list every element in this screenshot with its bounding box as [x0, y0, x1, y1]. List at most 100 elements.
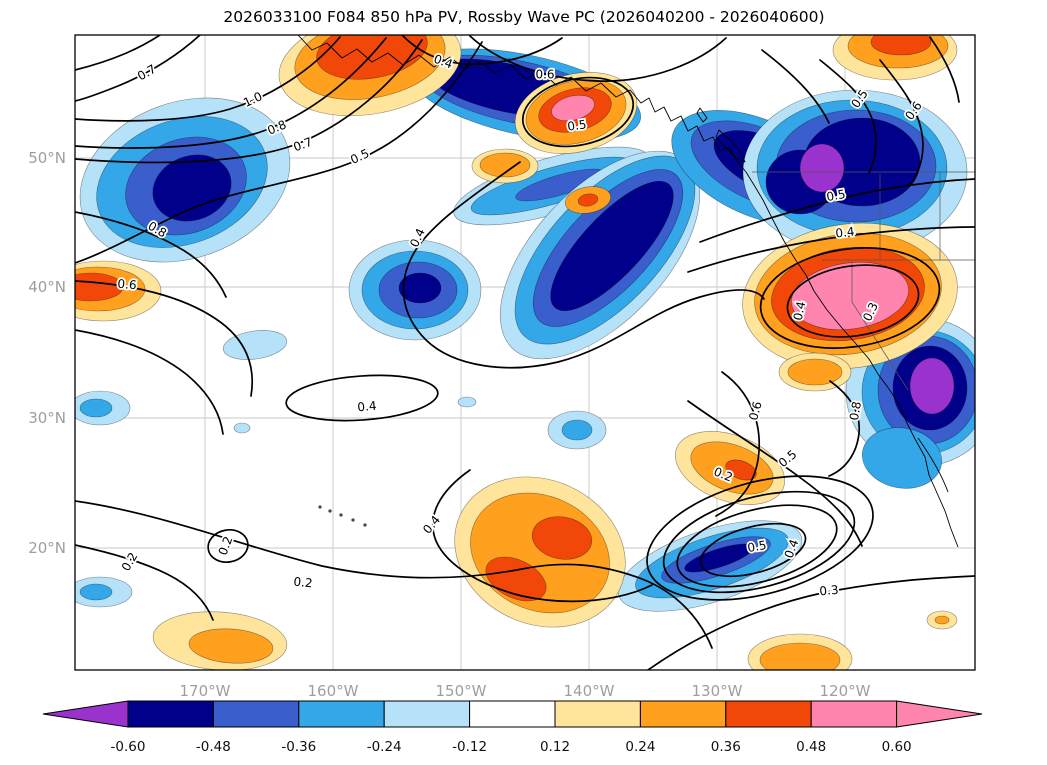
colorbar: -0.60 -0.48 -0.36 -0.24 -0.12 0.12 0.24 0.36 0.4… [42, 700, 983, 755]
plot-frame [74, 34, 976, 671]
contour-label: 0.4 [357, 399, 377, 415]
filled-region [577, 193, 599, 207]
colorbar-tick-label: -0.24 [367, 739, 402, 755]
contour-lines [75, 35, 975, 670]
contour-line [929, 36, 960, 103]
contour-line [75, 39, 423, 164]
state-border [851, 262, 909, 391]
colorbar-tick-label: 0.48 [796, 739, 826, 755]
x-axis-tick-label: 120°W [820, 682, 871, 700]
contour-line [75, 544, 214, 621]
coastline [297, 35, 747, 173]
contour-line [75, 36, 341, 122]
coastline [917, 437, 949, 493]
contour-line [828, 380, 861, 477]
contour-label: 0.2 [216, 534, 236, 557]
contour-label: 0.4 [835, 225, 855, 241]
contour-label: 0.3 [819, 583, 839, 599]
y-axis-tick-label: 40°N [28, 278, 66, 296]
filled-region [79, 583, 113, 601]
contour-line [761, 49, 830, 124]
contour-label: 0.4 [420, 513, 443, 537]
x-axis-tick-label: 150°W [436, 682, 487, 700]
colorbar-segment [639, 700, 727, 728]
filled-region [222, 330, 288, 360]
filled-region [79, 398, 113, 418]
contour-line [759, 247, 941, 349]
colorbar-segment [725, 700, 812, 728]
colorbar-tick-label: -0.60 [111, 739, 146, 755]
colorbar-segment [127, 700, 214, 728]
contour-labels: 0.71.00.80.70.50.80.60.40.60.50.40.40.20… [115, 50, 926, 600]
hawaii-island [328, 509, 332, 513]
contour-label: 0.8 [847, 400, 864, 421]
contour-line [75, 500, 713, 649]
contour-line [687, 226, 975, 273]
colorbar-over-arrow [896, 700, 983, 728]
filled-region [870, 35, 932, 56]
colorbar-under-arrow [42, 700, 129, 728]
x-axis-tick-label: 130°W [692, 682, 743, 700]
y-axis-tick-label: 20°N [28, 539, 66, 557]
filled-region [725, 459, 757, 481]
colorbar-tick-label: -0.36 [281, 739, 316, 755]
contour-line [699, 522, 807, 578]
contour-label: 0.4 [432, 52, 455, 72]
colorbar-segment [554, 700, 641, 728]
contour-label: 0.4 [791, 300, 809, 322]
hawaii-island [318, 505, 322, 509]
contour-line [431, 469, 653, 603]
coastline [715, 129, 746, 163]
filled-region [531, 516, 593, 560]
colorbar-tick-label: 0.12 [540, 739, 570, 755]
hawaii-island [351, 518, 355, 522]
contour-line [715, 371, 761, 517]
y-axis-tick-label: 30°N [28, 409, 66, 427]
coastline [745, 171, 959, 548]
contour-line [75, 35, 201, 102]
filled-region [457, 396, 477, 408]
filled-region [479, 152, 531, 178]
contour-line [662, 490, 856, 594]
filled-region [188, 628, 274, 664]
x-axis-tick-labels: 170°W 160°W 150°W 140°W 130°W 120°W [180, 682, 871, 700]
colorbar-tick-label: -0.12 [452, 739, 487, 755]
coastlines [297, 35, 975, 548]
contour-line [786, 264, 920, 338]
contour-line [647, 575, 975, 670]
contour-line [402, 161, 765, 369]
contour-label: 0.2 [119, 550, 141, 574]
colorbar-segment [383, 700, 471, 728]
contour-label: 0.2 [293, 575, 313, 591]
contour-line [521, 76, 635, 148]
contour-line [401, 35, 563, 66]
colorbar-segment [469, 700, 556, 728]
x-axis-tick-label: 140°W [564, 682, 615, 700]
contour-label: 0.6 [746, 400, 764, 422]
contour-line [646, 475, 874, 601]
filled-region [550, 180, 674, 312]
contour-line [879, 59, 924, 187]
contour-line [699, 178, 975, 243]
contour-line [285, 374, 439, 422]
contour-label: 0.5 [746, 538, 767, 555]
contour-line [687, 400, 863, 547]
y-axis-tick-label: 50°N [28, 149, 66, 167]
contour-label: 1.0 [241, 89, 264, 110]
contour-label: 0.5 [825, 187, 846, 204]
coastline [696, 107, 708, 123]
hawaii-island [363, 523, 367, 527]
contour-label: 0.5 [567, 117, 588, 134]
filled-region [398, 272, 442, 304]
colorbar-segment [212, 700, 300, 728]
contour-line [75, 280, 254, 397]
chart-title: 2026033100 F084 850 hPa PV, Rossby Wave … [223, 8, 824, 26]
filled-region [551, 94, 595, 122]
contour-line [207, 529, 249, 563]
colorbar-segment [810, 700, 898, 728]
filled-region [759, 642, 841, 670]
contour-label: 0.6 [117, 277, 137, 293]
colorbar-tick-label: 0.60 [882, 739, 912, 755]
